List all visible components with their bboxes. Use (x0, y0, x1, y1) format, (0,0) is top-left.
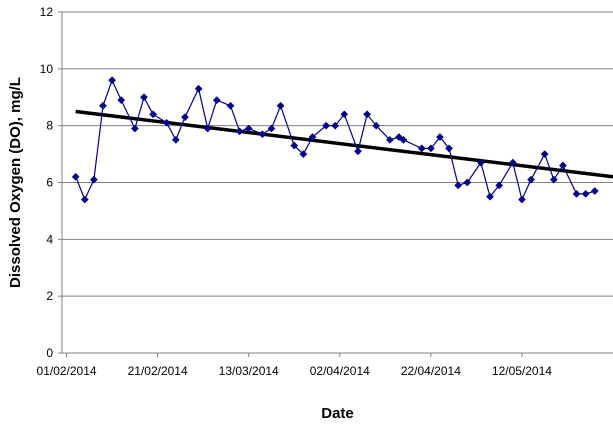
y-tick-label: 0 (46, 346, 53, 360)
data-point (130, 124, 139, 133)
y-tick-label: 10 (40, 62, 54, 76)
data-point (426, 144, 435, 153)
x-tick-label: 13/03/2014 (219, 364, 279, 378)
data-point (340, 110, 349, 119)
data-point (212, 96, 221, 105)
data-point (558, 161, 567, 170)
data-point (226, 101, 235, 110)
data-point (385, 135, 394, 144)
data-point (71, 172, 80, 181)
data-point (454, 181, 463, 190)
data-point (399, 135, 408, 144)
data-point (436, 133, 444, 141)
data-point (244, 124, 253, 133)
data-point (354, 147, 362, 156)
y-tick-label: 4 (46, 232, 53, 246)
data-point (80, 195, 89, 204)
x-tick-label: 02/04/2014 (310, 364, 370, 378)
data-point (322, 121, 331, 130)
data-point (331, 121, 340, 130)
data-point (290, 141, 299, 150)
data-point (476, 158, 485, 167)
data-point (89, 175, 98, 184)
x-tick-label: 22/04/2014 (401, 364, 461, 378)
data-point (363, 110, 372, 119)
data-point (171, 135, 180, 144)
data-point (258, 130, 267, 139)
data-point (495, 181, 504, 190)
data-point (276, 101, 285, 110)
y-tick-label: 12 (40, 5, 54, 19)
data-point (445, 144, 454, 153)
data-point (581, 189, 590, 198)
data-point (308, 133, 317, 141)
data-point (203, 124, 212, 133)
data-point (235, 127, 244, 136)
data-point (508, 158, 517, 167)
y-tick-label: 2 (46, 289, 53, 303)
x-tick-label: 21/02/2014 (128, 364, 188, 378)
data-point (549, 175, 558, 184)
y-axis-title: Dissolved Oxygen (DO), mg/L (7, 77, 24, 288)
data-point (299, 150, 308, 159)
x-axis-title: Date (321, 405, 354, 422)
x-tick-labels: 01/02/2014 21/02/2014 13/03/2014 02/04/2014… (37, 364, 553, 378)
data-point (194, 84, 203, 93)
data-point (527, 175, 535, 184)
data-point (180, 113, 189, 122)
y-tick-label: 8 (46, 119, 53, 133)
data-point (372, 121, 381, 130)
data-point (99, 101, 107, 110)
data-point (417, 144, 426, 153)
data-point (517, 195, 526, 204)
data-point (590, 187, 599, 195)
data-point (267, 124, 276, 133)
x-tick-label: 01/02/2014 (37, 364, 97, 378)
axes (58, 11, 613, 357)
data-point (117, 96, 126, 105)
data-point (162, 118, 171, 127)
data-point (140, 93, 148, 102)
data-point (463, 178, 472, 187)
y-tick-labels: 0 2 4 6 8 10 12 (40, 5, 54, 360)
data-point (572, 189, 581, 198)
data-point (540, 150, 549, 159)
data-point (108, 76, 117, 85)
y-tick-label: 6 (46, 176, 53, 190)
series-group (71, 76, 599, 204)
data-point (149, 110, 158, 119)
data-point (486, 192, 495, 201)
x-tick-label: 12/05/2014 (492, 364, 552, 378)
